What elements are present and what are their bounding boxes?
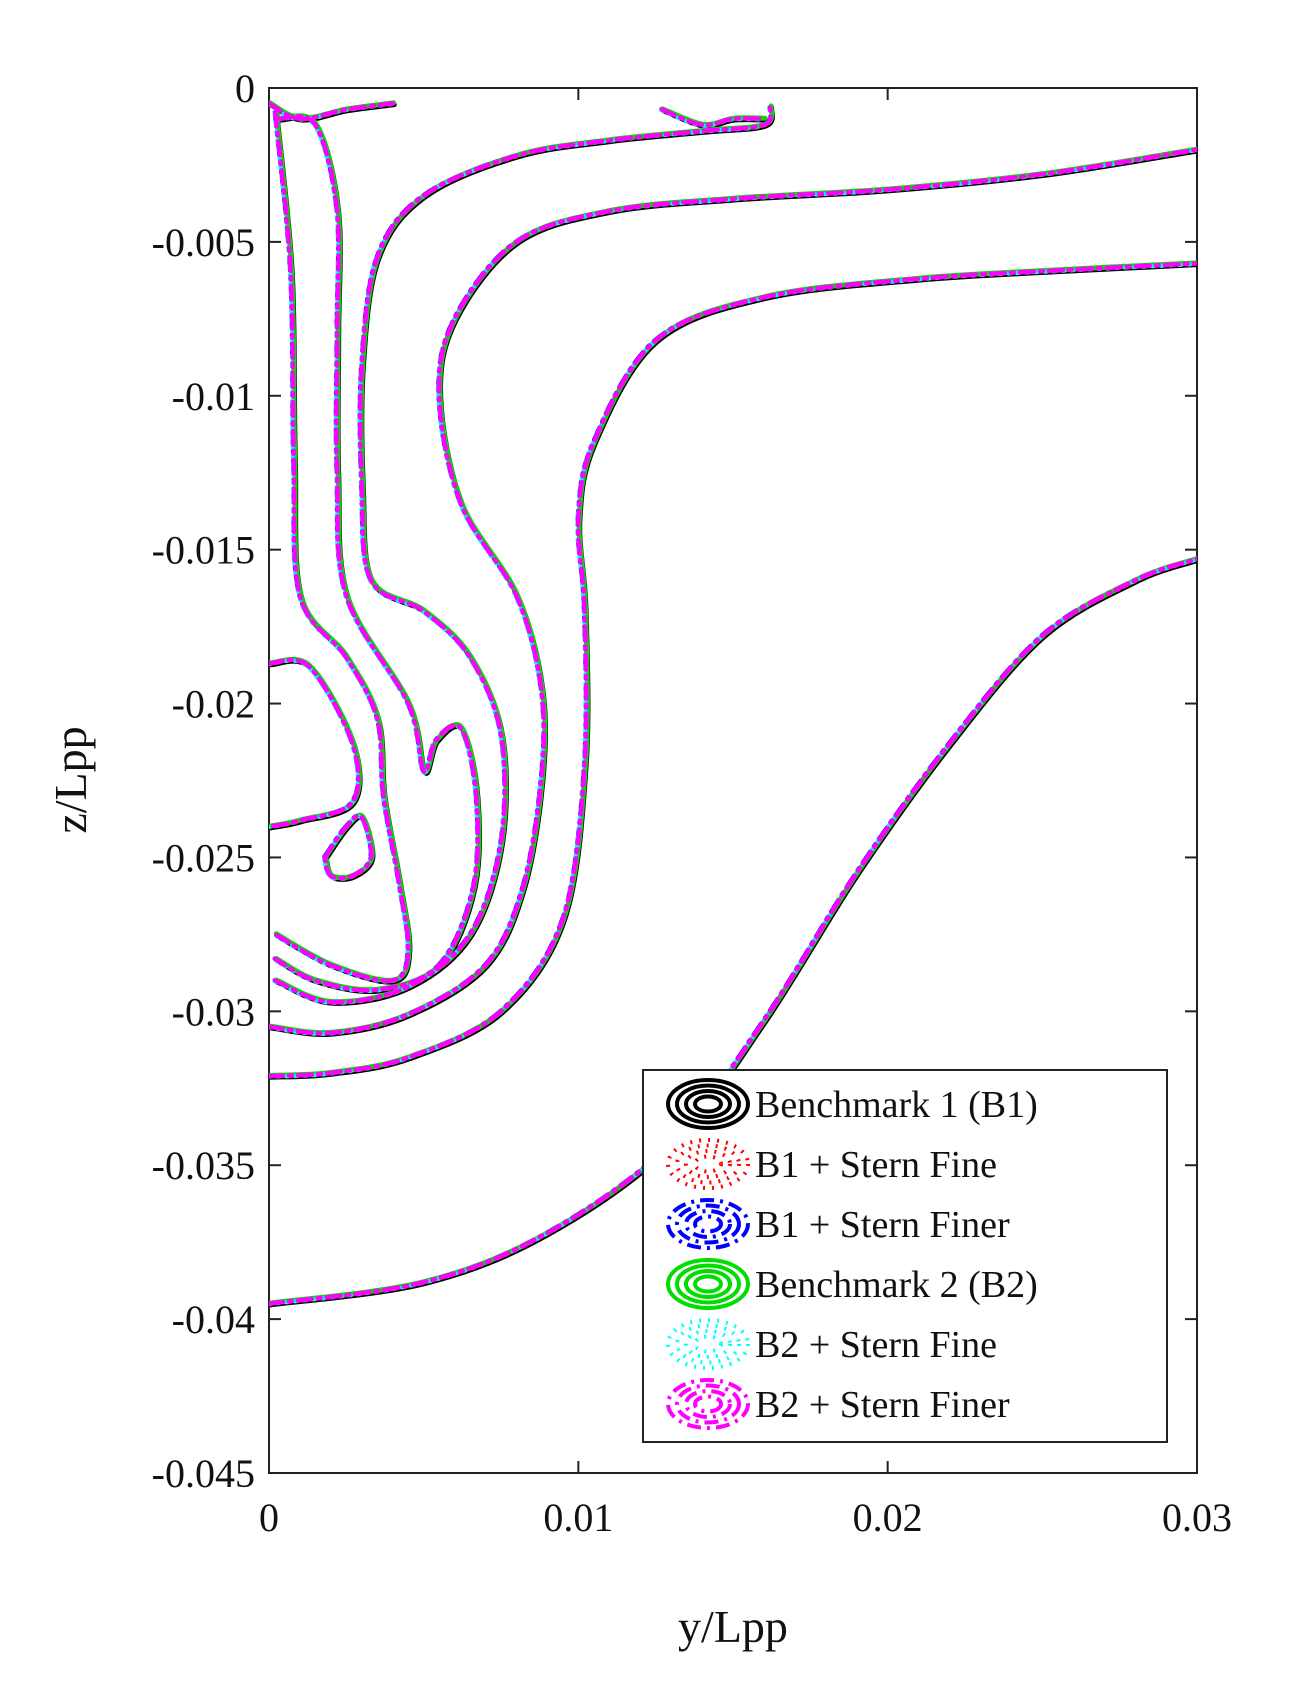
contour-line-second-level xyxy=(269,147,1197,1036)
legend-entry: B1 + Stern Fine xyxy=(666,1138,997,1190)
legend-swatch-ring xyxy=(693,1094,723,1114)
contour-line-third-level xyxy=(269,261,1197,1079)
legend-swatch-ring xyxy=(693,1274,723,1294)
legend-entry: B2 + Stern Fine xyxy=(666,1318,997,1370)
y-tick-label: -0.015 xyxy=(152,528,255,573)
legend-swatch-ring xyxy=(666,1258,750,1310)
y-tick-label: -0.035 xyxy=(152,1143,255,1188)
legend-label: B1 + Stern Finer xyxy=(755,1204,1010,1246)
axes: 0 0.01 0.02 0.03 0 -0.005 -0.01 -0.015 -0.02 -0.0… xyxy=(152,66,1232,1540)
legend-swatch-ring xyxy=(666,1198,750,1250)
contour-line-inner-loop xyxy=(322,813,374,881)
legend-swatch-ring xyxy=(675,1203,741,1245)
legend-swatch-ring xyxy=(684,1149,732,1179)
legend-swatch-ring xyxy=(684,1329,732,1359)
contour-line-top-mid-fragment xyxy=(659,107,767,128)
contour-line-outer-diagonal xyxy=(269,556,1197,1306)
contour-layer xyxy=(269,100,1197,1308)
legend-swatch-ring xyxy=(666,1318,750,1370)
y-tick-label: -0.045 xyxy=(152,1451,255,1496)
legend-swatch-ring xyxy=(684,1209,732,1239)
y-tick-label: -0.02 xyxy=(172,682,255,727)
legend-swatch-ring xyxy=(675,1323,741,1365)
legend-swatch-ring xyxy=(684,1089,732,1119)
contour-line-inner-core xyxy=(269,657,361,829)
legend-entry: B2 + Stern Finer xyxy=(666,1378,1010,1430)
y-tick-label: 0 xyxy=(235,66,255,111)
x-axis-label: y/Lpp xyxy=(678,1601,788,1652)
legend-swatch-ring xyxy=(666,1078,750,1130)
legend-swatch-ring xyxy=(693,1214,723,1234)
x-tick-label: 0.03 xyxy=(1162,1495,1232,1540)
legend: Benchmark 1 (B1) B1 + Stern Fine B1 + Ster… xyxy=(642,1069,1168,1443)
legend-swatch-ring xyxy=(675,1383,741,1425)
series-6 xyxy=(269,101,1197,1306)
legend-swatch-ring xyxy=(693,1154,723,1174)
contour-line-first-level xyxy=(272,104,774,1005)
y-tick-label: -0.04 xyxy=(172,1297,255,1342)
legend-label: B2 + Stern Finer xyxy=(755,1384,1010,1426)
x-tick-label: 0 xyxy=(259,1495,279,1540)
x-tick-label: 0.01 xyxy=(543,1495,613,1540)
contour-line-inner-column xyxy=(272,115,480,994)
legend-swatch-ring xyxy=(675,1083,741,1125)
legend-label: Benchmark 2 (B2) xyxy=(755,1264,1038,1306)
y-tick-label: -0.03 xyxy=(172,989,255,1034)
contour-line-inner-left-wall xyxy=(272,110,411,984)
contour-line-top-left-fragment xyxy=(269,101,395,122)
legend-swatch-ring xyxy=(684,1269,732,1299)
legend-swatch-ring xyxy=(675,1143,741,1185)
legend-swatch-ring xyxy=(693,1394,723,1414)
legend-swatch-ring xyxy=(666,1378,750,1430)
legend-label: B2 + Stern Fine xyxy=(755,1324,997,1366)
legend-entry: Benchmark 2 (B2) xyxy=(666,1258,1038,1310)
y-tick-label: -0.025 xyxy=(152,835,255,880)
legend-swatch-ring xyxy=(666,1138,750,1190)
legend-swatch-ring xyxy=(675,1263,741,1305)
legend-box xyxy=(642,1069,1168,1443)
x-tick-label: 0.02 xyxy=(853,1495,923,1540)
legend-entry: B1 + Stern Finer xyxy=(666,1198,1010,1250)
y-axis-label: z/Lpp xyxy=(45,726,96,833)
legend-label: Benchmark 1 (B1) xyxy=(755,1084,1038,1126)
legend-swatch-ring xyxy=(684,1389,732,1419)
y-tick-label: -0.01 xyxy=(172,374,255,419)
legend-swatch-ring xyxy=(693,1334,723,1354)
legend-label: B1 + Stern Fine xyxy=(755,1144,997,1186)
y-tick-label: -0.005 xyxy=(152,220,255,265)
contour-line-inner-column xyxy=(272,114,481,993)
legend-entry: Benchmark 1 (B1) xyxy=(666,1078,1038,1130)
